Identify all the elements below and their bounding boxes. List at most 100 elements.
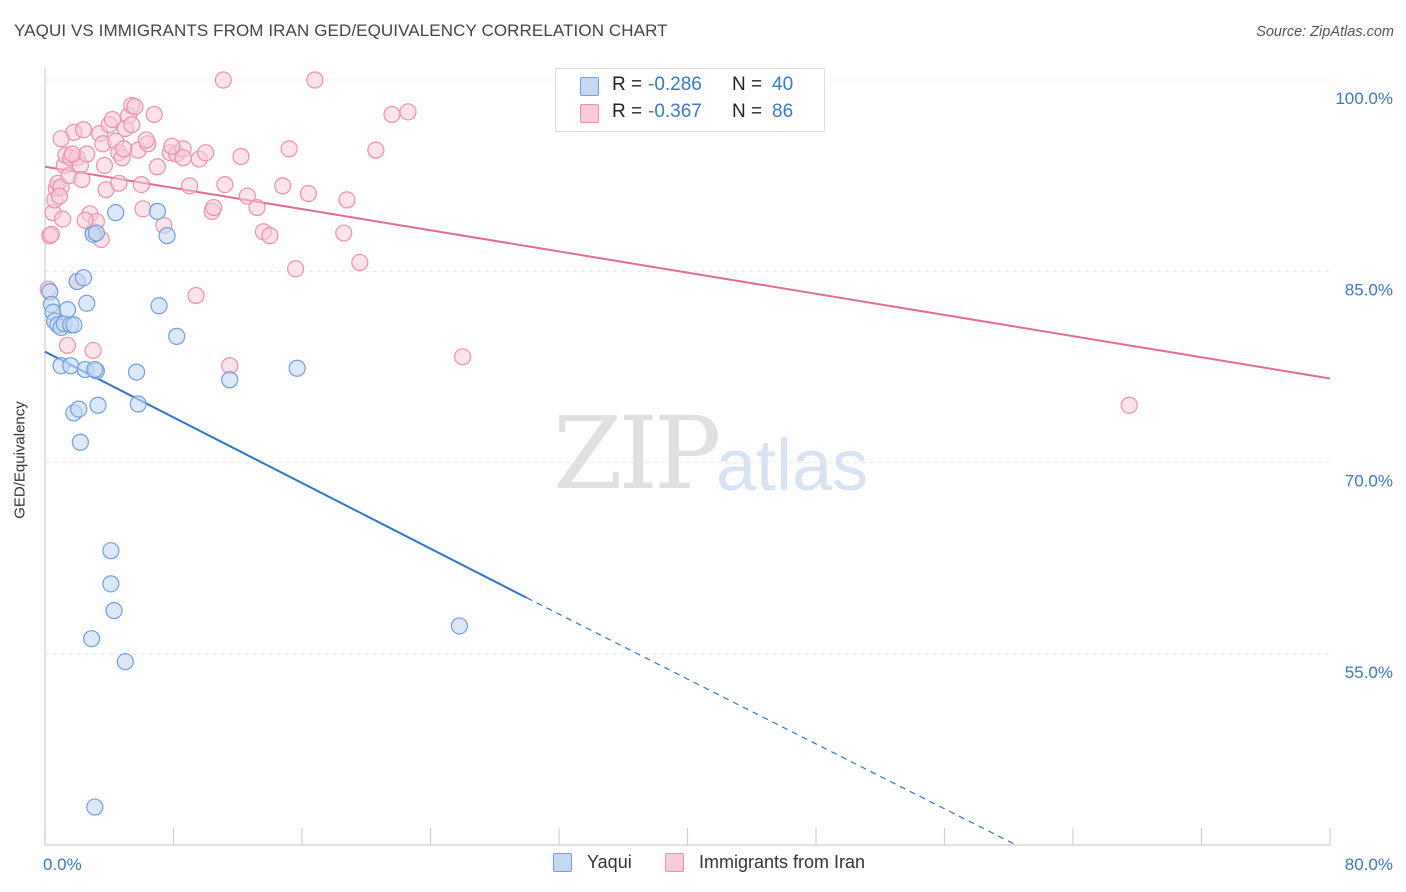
- iran-legend-swatch: [665, 853, 684, 872]
- iran-point: [163, 137, 181, 155]
- iran-point: [205, 198, 223, 217]
- iran-point: [286, 260, 305, 278]
- y-tick-label: 55.0%: [1345, 663, 1393, 682]
- iran-point: [84, 341, 102, 360]
- chart-title: YAQUI VS IMMIGRANTS FROM IRAN GED/EQUIVA…: [14, 21, 668, 40]
- yaqui-point: [127, 363, 146, 381]
- x-tick-label: 0.0%: [43, 855, 82, 874]
- n-value: 86: [772, 101, 794, 122]
- legend-item-iran[interactable]: Immigrants from Iran: [665, 850, 905, 876]
- iran-point: [187, 286, 205, 305]
- yaqui-point: [158, 227, 176, 245]
- iran-point: [399, 103, 417, 121]
- yaqui-trend-group: [44, 350, 1018, 846]
- iran-point: [50, 187, 69, 205]
- yaqui-point: [221, 371, 239, 389]
- n-label: N =: [732, 74, 763, 95]
- yaqui-point: [71, 433, 89, 451]
- iran-point: [115, 140, 133, 158]
- y-tick-label: 85.0%: [1345, 280, 1393, 299]
- yaqui-trend-line: [44, 350, 528, 599]
- stats-box: R = -0.286 N = 40 R = -0.367 N = 86: [555, 68, 825, 132]
- iran-point: [76, 211, 94, 229]
- n-label: N =: [732, 101, 763, 122]
- iran-point: [299, 184, 318, 203]
- r-value: -0.286: [648, 74, 702, 95]
- yaqui-point: [89, 396, 107, 414]
- stats-row-yaqui: R = -0.286 N = 40: [556, 74, 824, 100]
- iran-point: [78, 145, 96, 163]
- yaqui-point: [450, 617, 469, 635]
- yaqui-swatch: [580, 77, 599, 96]
- legend-label: Yaqui: [587, 852, 632, 872]
- yaqui-legend-swatch: [553, 853, 572, 872]
- iran-point: [54, 210, 72, 228]
- iran-point: [306, 71, 324, 89]
- x-tick-label: 80.0%: [1345, 855, 1393, 874]
- yaqui-point: [116, 653, 134, 671]
- iran-point: [180, 177, 199, 195]
- iran-point: [42, 225, 61, 243]
- yaqui-point: [105, 602, 123, 620]
- iran-point: [126, 98, 144, 116]
- legend-item-yaqui[interactable]: Yaqui: [553, 850, 653, 876]
- iran-point: [174, 149, 192, 167]
- yaqui-point: [86, 798, 104, 816]
- yaqui-point: [82, 630, 101, 648]
- iran-point: [73, 170, 91, 189]
- iran-trend-group: [44, 165, 1331, 380]
- r-label: R =: [612, 74, 643, 95]
- iran-point: [338, 191, 356, 209]
- iran-point: [95, 156, 114, 175]
- r-label: R =: [612, 101, 643, 122]
- iran-point: [280, 140, 298, 158]
- yaqui-point: [150, 297, 168, 315]
- iran-point: [110, 174, 128, 192]
- iran-trend-line: [44, 165, 1331, 380]
- iran-point: [367, 141, 385, 159]
- watermark-zip: ZIP: [553, 395, 721, 512]
- iran-point: [454, 348, 472, 366]
- yaqui-trend-extension: [526, 597, 1018, 846]
- source-credit: Source: ZipAtlas.com: [1256, 24, 1394, 40]
- iran-point: [274, 177, 292, 195]
- iran-point: [261, 227, 279, 245]
- iran-point: [197, 144, 215, 162]
- iran-point: [52, 130, 70, 148]
- iran-point: [103, 110, 122, 129]
- legend-label: Immigrants from Iran: [699, 852, 866, 872]
- yaqui-point: [102, 542, 120, 560]
- iran-point: [74, 121, 93, 139]
- yaqui-point: [129, 395, 147, 413]
- stats-row-iran: R = -0.367 N = 86: [556, 101, 824, 127]
- yaqui-point: [65, 316, 83, 334]
- yaqui-point: [62, 357, 80, 375]
- iran-point: [137, 131, 155, 149]
- n-value: 40: [772, 74, 794, 95]
- iran-swatch: [580, 104, 599, 123]
- iran-point: [383, 105, 401, 124]
- yaqui-point: [148, 202, 167, 220]
- iran-point: [63, 145, 81, 163]
- watermark-atlas: atlas: [716, 426, 869, 506]
- iran-point: [232, 147, 250, 166]
- iran-point: [134, 200, 152, 218]
- y-tick-label: 100.0%: [1335, 89, 1393, 108]
- yaqui-point: [86, 360, 104, 379]
- yaqui-point: [87, 224, 106, 242]
- yaqui-point: [78, 294, 96, 312]
- yaqui-point: [168, 327, 186, 345]
- iran-point: [1120, 396, 1138, 414]
- yaqui-points-group: [41, 202, 469, 816]
- r-value: -0.367: [648, 101, 702, 122]
- iran-point: [248, 198, 266, 217]
- tick-labels: 55.0% 70.0% 85.0% 100.0% 0.0% 80.0%: [43, 89, 1393, 874]
- yaqui-point: [70, 400, 88, 418]
- iran-point: [214, 71, 232, 89]
- iran-point: [351, 253, 369, 272]
- yaqui-point: [74, 269, 93, 287]
- iran-point: [238, 187, 256, 205]
- iran-point: [123, 116, 141, 134]
- iran-point: [145, 105, 163, 124]
